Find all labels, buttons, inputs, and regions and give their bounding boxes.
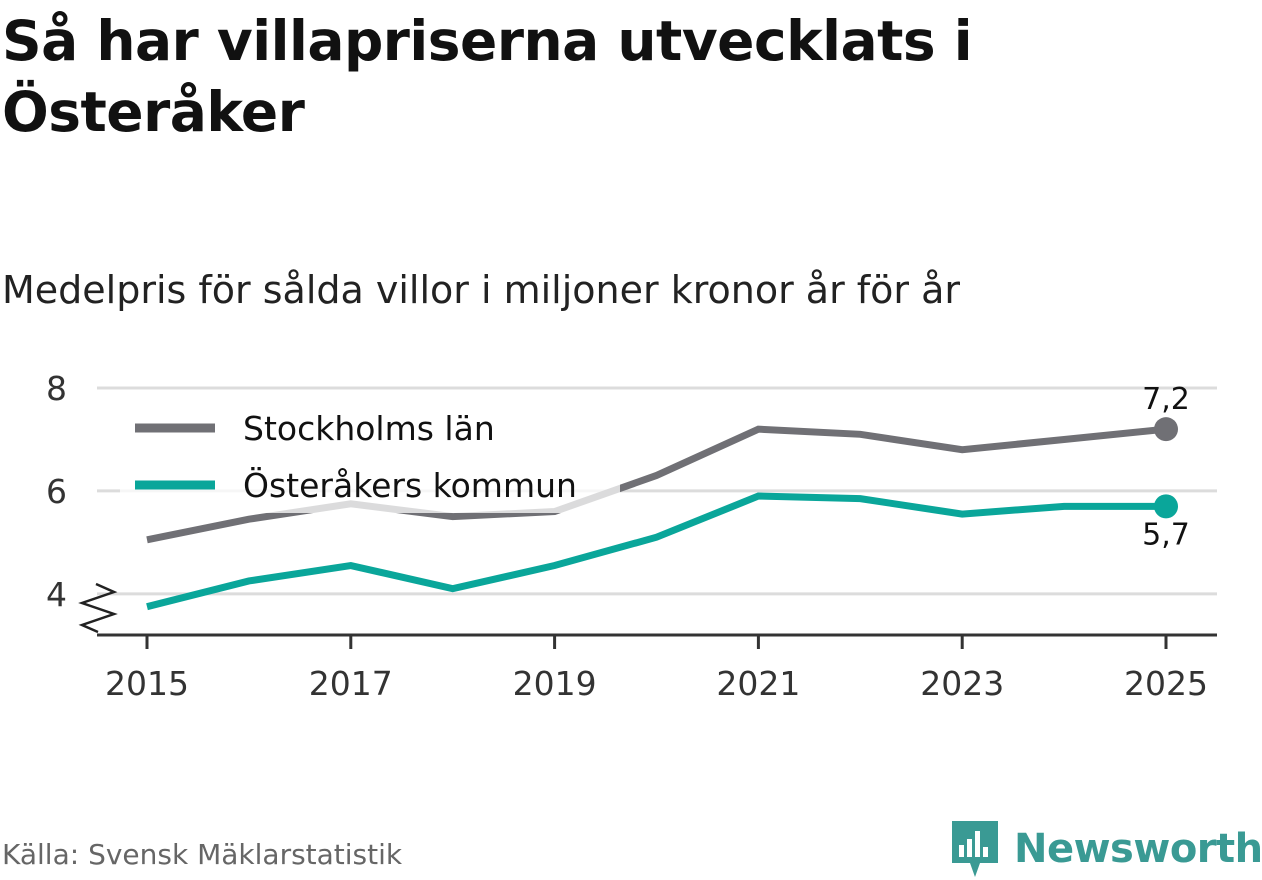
chart-title: Så har villapriserna utvecklats i Österå… — [2, 9, 973, 144]
legend-label: Stockholms län — [243, 409, 495, 448]
axis-break-icon — [78, 582, 118, 634]
end-point — [1154, 417, 1178, 442]
x-tick-label: 2025 — [1124, 664, 1208, 703]
line-chart: 4 6 8 2015 2017 2019 2021 2023 2025 Stockholms lä… — [46, 369, 1217, 703]
x-tick-label: 2021 — [716, 664, 800, 703]
x-tick-label: 2017 — [309, 664, 393, 703]
legend-background — [120, 398, 620, 513]
x-tick-label: 2015 — [105, 664, 189, 703]
end-value-label: 5,7 — [1142, 517, 1190, 552]
legend-label: Österåkers kommun — [243, 465, 577, 505]
x-tick-label: 2023 — [920, 664, 1004, 703]
y-tick-label: 6 — [46, 472, 67, 511]
newsworthy-logo-icon — [952, 821, 998, 877]
end-value-label: 7,2 — [1142, 382, 1190, 417]
brand-logo: Newsworthy — [950, 818, 1262, 880]
y-tick-label: 4 — [46, 575, 67, 614]
end-point — [1154, 494, 1178, 519]
chart-subtitle: Medelpris för sålda villor i miljoner kr… — [2, 268, 961, 312]
source-note: Källa: Svensk Mäklarstatistik — [2, 838, 403, 871]
series-line-osteraker — [146, 492, 1166, 611]
x-tick-label: 2019 — [513, 664, 597, 703]
brand-name: Newsworthy — [1014, 826, 1262, 872]
y-tick-label: 8 — [46, 369, 67, 408]
